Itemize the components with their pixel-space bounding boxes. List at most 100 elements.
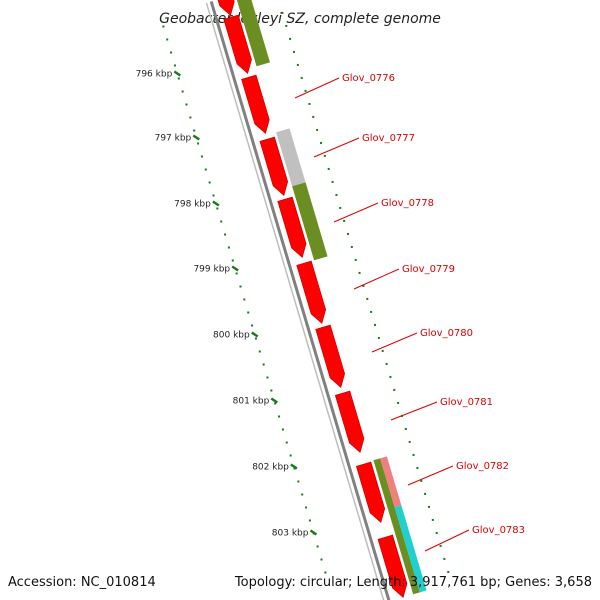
tick-label: 798 kbp	[174, 199, 211, 209]
feature-track	[217, 0, 427, 599]
tick-dot	[292, 50, 295, 53]
tick-dot	[170, 51, 173, 54]
tick-dot	[431, 518, 434, 521]
tick-dot	[408, 440, 411, 443]
cds-arrow	[241, 74, 270, 135]
gene-labels: Glov_0776 Glov_0777 Glov_0778 Glov_0779 Glov…	[294, 73, 525, 552]
tick-dot	[316, 128, 319, 131]
tick-dot	[447, 570, 450, 573]
tick-dot	[285, 24, 288, 27]
tick-dot	[420, 479, 423, 482]
gene-label: Glov_0780	[420, 328, 473, 339]
tick-dot	[305, 506, 308, 509]
tick-dot	[301, 493, 304, 496]
tick-dot	[254, 337, 257, 340]
tick-dot	[227, 246, 230, 249]
cds-arrow	[259, 136, 289, 197]
tick-dot	[270, 389, 273, 392]
tick-dot	[416, 466, 419, 469]
tick-dot	[231, 259, 234, 262]
tick-dot	[331, 180, 334, 183]
gene-label: Glov_0776	[342, 73, 395, 84]
major-tick	[251, 331, 259, 338]
tick-dot	[200, 155, 203, 158]
gene-label: Glov_0781	[440, 397, 493, 408]
tick-dot	[162, 25, 165, 28]
tick-dot	[366, 297, 369, 300]
tick-dot	[251, 324, 254, 327]
tick-dot	[327, 167, 330, 170]
feature-block	[236, 0, 270, 67]
cds-arrow	[223, 14, 252, 75]
tick-dot	[208, 181, 211, 184]
accession-text: Accession: NC_010814	[8, 575, 156, 590]
tick-dot	[262, 363, 265, 366]
tick-dot	[443, 557, 446, 560]
tick-dot	[247, 311, 250, 314]
tick-dot	[377, 336, 380, 339]
tick-dot	[304, 89, 307, 92]
tick-label: 803 kbp	[272, 528, 309, 538]
gene-leader-line	[390, 401, 438, 421]
cds-arrow	[355, 461, 386, 524]
tick-dot	[404, 427, 407, 430]
tick-dot	[197, 142, 200, 145]
tick-dot	[266, 376, 269, 379]
cds-arrow	[277, 196, 307, 259]
tick-label: 799 kbp	[193, 264, 230, 274]
genome-backbone	[205, 0, 391, 600]
gene-label: Glov_0783	[472, 525, 525, 536]
tick-dot	[204, 168, 207, 171]
tick-dot	[220, 220, 223, 223]
tick-labels: 796 kbp 797 kbp 798 kbp 799 kbp 800 kbp 801 k…	[136, 69, 318, 538]
tick-label: 802 kbp	[252, 462, 289, 472]
tick-dot	[397, 401, 400, 404]
tick-dot	[166, 38, 169, 41]
tick-dot	[281, 11, 284, 14]
map-title: Geobacter lovleyi SZ, complete genome	[159, 11, 441, 27]
tick-dot	[189, 116, 192, 119]
feature-block	[276, 128, 306, 187]
tick-dot	[296, 63, 299, 66]
tick-dot	[185, 103, 188, 106]
gene-label: Glov_0777	[362, 133, 415, 144]
tick-dot	[435, 531, 438, 534]
cds-arrow	[377, 534, 408, 599]
tick-dot	[412, 453, 415, 456]
tick-dot	[289, 37, 292, 40]
tick-dot	[324, 571, 327, 574]
tick-dot	[393, 388, 396, 391]
major-tick	[212, 200, 220, 207]
tick-dot	[381, 349, 384, 352]
tick-dot	[173, 64, 176, 67]
tick-dot	[216, 207, 219, 210]
tick-dot	[239, 285, 242, 288]
tick-dot	[350, 245, 353, 248]
tick-dot	[335, 193, 338, 196]
tick-dot	[300, 76, 303, 79]
major-tick	[231, 265, 239, 272]
tick-dot	[389, 375, 392, 378]
tick-dot	[320, 558, 323, 561]
tick-dot	[308, 519, 311, 522]
tick-dot	[289, 454, 292, 457]
tick-dot	[339, 206, 342, 209]
tick-dot	[281, 428, 284, 431]
feature-block	[292, 182, 328, 261]
tick-dot	[224, 233, 227, 236]
tick-dot	[312, 115, 315, 118]
major-tick	[290, 463, 298, 470]
tick-dot	[427, 505, 430, 508]
feature-block	[394, 505, 427, 593]
gene-label: Glov_0782	[456, 461, 509, 472]
tick-dot	[439, 544, 442, 547]
tick-dot	[362, 284, 365, 287]
cds-arrow	[334, 390, 365, 454]
feature-block	[380, 456, 402, 508]
feature-block	[373, 458, 420, 595]
gene-leader-line	[333, 202, 379, 223]
tick-label: 801 kbp	[233, 396, 270, 406]
tick-label: 800 kbp	[213, 330, 250, 340]
tick-dot	[323, 154, 326, 157]
